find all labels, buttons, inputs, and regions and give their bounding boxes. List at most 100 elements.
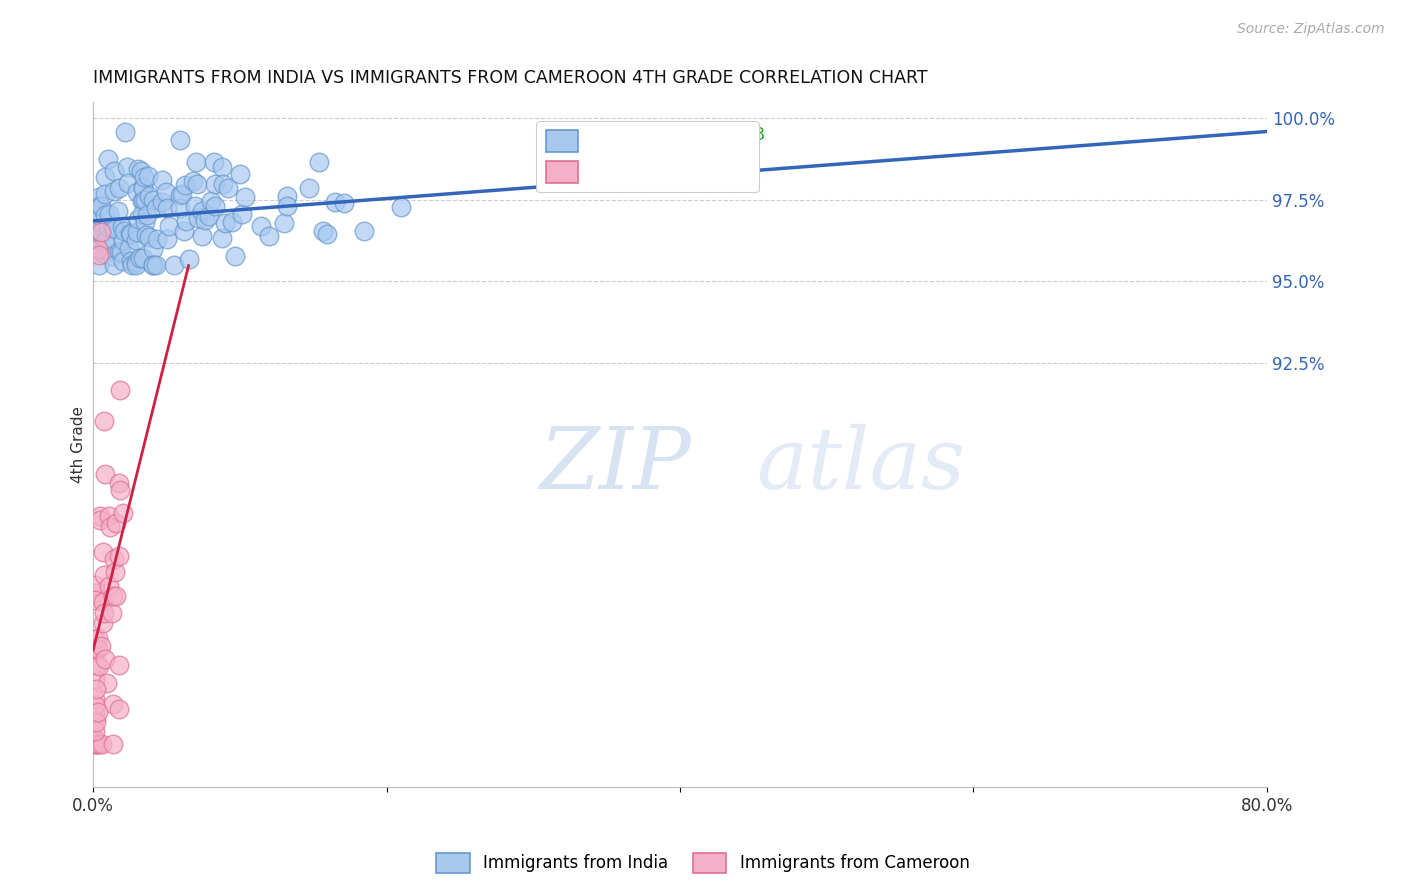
Text: R =: R =	[572, 126, 612, 144]
Point	[83, 692, 105, 706]
Point	[125, 254, 148, 268]
Point	[212, 177, 235, 191]
Point	[101, 738, 124, 752]
Point	[163, 258, 186, 272]
Point	[200, 194, 222, 208]
Point	[211, 161, 233, 175]
Point	[104, 221, 127, 235]
Point	[94, 235, 117, 249]
Point	[194, 212, 217, 227]
Point	[114, 125, 136, 139]
Point	[89, 190, 111, 204]
Point	[87, 258, 110, 272]
Point	[121, 258, 143, 272]
Point	[179, 252, 201, 267]
Point	[93, 652, 115, 666]
Point	[186, 177, 208, 191]
Point	[276, 189, 298, 203]
Point	[132, 180, 155, 194]
Point	[127, 225, 149, 239]
Point	[389, 200, 412, 214]
Point	[83, 673, 105, 687]
Point	[93, 246, 115, 260]
Point	[229, 167, 252, 181]
Point	[131, 194, 153, 208]
Text: atlas: atlas	[756, 424, 966, 507]
Point	[111, 233, 134, 247]
Point	[132, 179, 155, 194]
Point	[273, 216, 295, 230]
Point	[93, 170, 115, 185]
Text: N =: N =	[689, 153, 730, 171]
Point	[108, 549, 131, 563]
Point	[235, 190, 257, 204]
Point	[97, 152, 120, 166]
Text: 0.404: 0.404	[617, 126, 668, 144]
Point	[83, 200, 105, 214]
Point	[91, 595, 114, 609]
Point	[142, 258, 165, 272]
Text: 0.293: 0.293	[617, 153, 668, 171]
Point	[115, 160, 138, 174]
Point	[127, 212, 149, 227]
Point	[120, 227, 142, 241]
Point	[120, 253, 142, 268]
Point	[90, 199, 112, 213]
Point	[156, 202, 179, 216]
Point	[84, 681, 107, 696]
Point	[87, 248, 110, 262]
Point	[316, 227, 339, 241]
Point	[150, 173, 173, 187]
Point	[135, 208, 157, 222]
Point	[259, 229, 281, 244]
Point	[108, 384, 131, 398]
Point	[91, 545, 114, 559]
Point	[250, 219, 273, 233]
Point	[157, 219, 180, 233]
Point	[129, 164, 152, 178]
Point	[96, 676, 118, 690]
Point	[86, 738, 108, 752]
Point	[83, 724, 105, 739]
Point	[83, 698, 105, 713]
Point	[83, 738, 105, 752]
Point	[118, 241, 141, 255]
Point	[353, 224, 375, 238]
Point	[108, 244, 131, 259]
Point	[87, 658, 110, 673]
Point	[89, 513, 111, 527]
Point	[191, 204, 214, 219]
Text: IMMIGRANTS FROM INDIA VS IMMIGRANTS FROM CAMEROON 4TH GRADE CORRELATION CHART: IMMIGRANTS FROM INDIA VS IMMIGRANTS FROM…	[93, 69, 928, 87]
Text: 58: 58	[731, 153, 754, 171]
Point	[202, 155, 225, 169]
Point	[83, 706, 105, 721]
Point	[221, 215, 243, 229]
Point	[145, 258, 167, 272]
Point	[108, 657, 131, 672]
Point	[108, 181, 131, 195]
Point	[231, 207, 253, 221]
Point	[89, 226, 111, 240]
Point	[103, 164, 125, 178]
Point	[131, 207, 153, 221]
Point	[138, 189, 160, 203]
Point	[111, 219, 134, 234]
Point	[134, 194, 156, 208]
Text: ZIP: ZIP	[538, 424, 692, 507]
Point	[87, 631, 110, 645]
Point	[117, 176, 139, 190]
Point	[169, 201, 191, 215]
Point	[103, 552, 125, 566]
Point	[174, 214, 197, 228]
Point	[93, 606, 115, 620]
Point	[93, 414, 115, 428]
Point	[94, 467, 117, 481]
Point	[101, 589, 124, 603]
Point	[142, 258, 165, 272]
Point	[86, 241, 108, 255]
Point	[100, 606, 122, 620]
Legend: Immigrants from India, Immigrants from Cameroon: Immigrants from India, Immigrants from C…	[430, 847, 976, 880]
Point	[86, 232, 108, 246]
Point	[110, 244, 132, 259]
Point	[138, 230, 160, 244]
